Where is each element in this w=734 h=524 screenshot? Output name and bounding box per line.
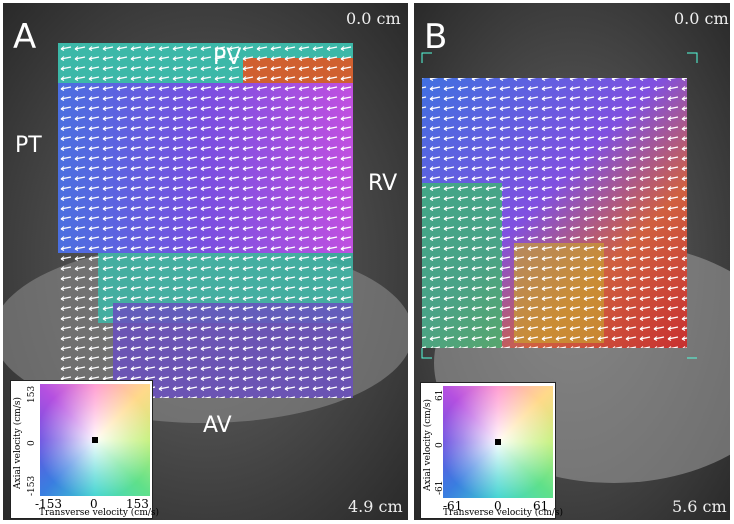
annotation: PT — [15, 133, 42, 158]
depth-bottom: 4.9 cm — [348, 497, 403, 516]
y-tick: 0 — [435, 442, 445, 448]
annotation: AV — [203, 413, 232, 438]
y-tick: 153 — [27, 386, 37, 403]
depth-top: 0.0 cm — [346, 9, 401, 28]
legend: Axial velocity (cm/s) 61 0 -61 -61 0 61 … — [420, 382, 556, 519]
page: A 0.0 cm 4.9 cm PV PT RV AV Axial veloci… — [0, 0, 734, 524]
legend: Axial velocity (cm/s) 153 0 -153 -153 0 … — [10, 380, 153, 519]
y-tick: 0 — [27, 440, 37, 446]
y-tick: -153 — [27, 476, 37, 496]
y-label: Axial velocity (cm/s) — [423, 399, 433, 491]
y-tick: -61 — [435, 481, 445, 496]
color-wheel — [443, 386, 553, 498]
color-wheel — [40, 384, 150, 496]
panel-label: B — [424, 17, 447, 57]
depth-bottom: 5.6 cm — [672, 497, 727, 516]
y-tick: 61 — [435, 390, 445, 401]
panel-a: A 0.0 cm 4.9 cm PV PT RV AV Axial veloci… — [3, 3, 408, 520]
x-label: Transverse velocity (cm/s) — [39, 508, 159, 518]
panel-label: A — [13, 17, 36, 57]
depth-top: 0.0 cm — [674, 9, 729, 28]
annotation: PV — [213, 45, 241, 70]
x-label: Transverse velocity (cm/s) — [443, 508, 563, 518]
y-label: Axial velocity (cm/s) — [13, 397, 23, 489]
annotation: RV — [368, 171, 397, 196]
panel-b: B 0.0 cm 5.6 cm Axial velocity (cm/s) 61… — [414, 3, 730, 520]
